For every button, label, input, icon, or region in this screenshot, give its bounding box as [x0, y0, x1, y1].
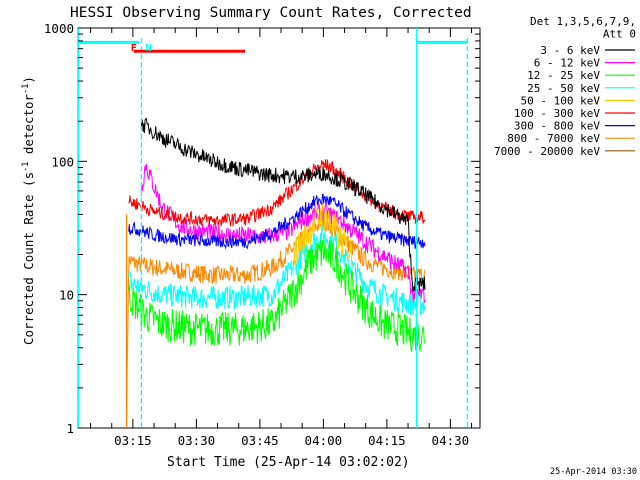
x-tick-label: 03:45 [241, 433, 279, 448]
series-line [126, 212, 426, 429]
legend-header-line: Det 1,3,5,6,7,9, [530, 15, 636, 28]
y-tick-label: 10 [59, 288, 74, 303]
series-line [128, 193, 426, 250]
annotation-f: F [131, 43, 137, 54]
x-tick-label: 04:30 [432, 433, 470, 448]
y-axis-label-main: Corrected Count Rate (s [21, 172, 36, 345]
chart-title: HESSI Observing Summary Count Rates, Cor… [70, 5, 472, 21]
series-line [128, 239, 426, 354]
legend-entry-label: 7000 - 20000 keV [494, 145, 600, 158]
series-line [140, 117, 426, 292]
legend-entry-label: 6 - 12 keV [534, 57, 601, 70]
x-tick-label: 04:00 [305, 433, 343, 448]
y-axis-label: Corrected Count Rate (s-1 detector-1) [21, 76, 36, 345]
series-line [140, 163, 426, 303]
series-line [293, 202, 354, 267]
legend-entry-label: 25 - 50 keV [527, 82, 600, 95]
y-axis-label-end: ) [21, 76, 36, 84]
legend-header-line: Att 0 [603, 28, 636, 41]
legend-entry-label: 50 - 100 keV [521, 94, 601, 107]
x-tick-label: 03:30 [178, 433, 216, 448]
y-axis-label-sup1: -1 [21, 162, 31, 172]
series-line [128, 224, 426, 316]
x-tick-label: 04:15 [368, 433, 406, 448]
x-axis-label: Start Time (25-Apr-14 03:02:02) [167, 455, 410, 470]
legend-entry-label: 300 - 800 keV [514, 120, 600, 133]
annotation-n: N [146, 43, 152, 54]
legend-entry-label: 12 - 25 keV [527, 69, 600, 82]
y-axis-label-sup2: -1 [21, 84, 31, 94]
x-tick-label: 03:15 [114, 433, 152, 448]
plot-frame [77, 27, 481, 429]
legend-entry-label: 3 - 6 keV [540, 44, 600, 57]
y-tick-label: 1000 [44, 21, 74, 36]
y-tick-label: 1 [66, 421, 74, 436]
y-axis-label-mid: detector [21, 93, 36, 161]
legend-entry-label: 100 - 300 keV [514, 107, 600, 120]
timestamp: 25-Apr-2014 03:30 [550, 467, 637, 477]
y-tick-label: 100 [51, 154, 74, 169]
legend-entry-label: 800 - 7000 keV [507, 132, 600, 145]
